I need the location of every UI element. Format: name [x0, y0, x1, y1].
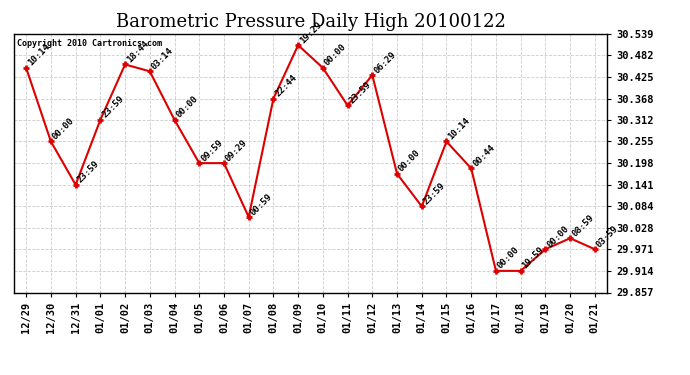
Text: 19:59: 19:59: [521, 246, 546, 271]
Text: 23:59: 23:59: [100, 94, 126, 120]
Text: 00:00: 00:00: [323, 42, 348, 68]
Text: 09:29: 09:29: [224, 138, 249, 163]
Text: 19:29: 19:29: [298, 20, 324, 45]
Title: Barometric Pressure Daily High 20100122: Barometric Pressure Daily High 20100122: [115, 13, 506, 31]
Text: 10:14: 10:14: [26, 42, 52, 68]
Text: 23:59: 23:59: [348, 80, 373, 105]
Text: 00:00: 00:00: [545, 224, 571, 249]
Text: 08:59: 08:59: [570, 213, 595, 238]
Text: 00:00: 00:00: [175, 94, 200, 120]
Text: 00:00: 00:00: [51, 116, 77, 141]
Text: 00:44: 00:44: [471, 143, 497, 168]
Text: 23:59: 23:59: [76, 159, 101, 185]
Text: Copyright 2010 Cartronics.com: Copyright 2010 Cartronics.com: [17, 39, 161, 48]
Text: 06:29: 06:29: [373, 50, 397, 75]
Text: 00:00: 00:00: [496, 246, 522, 271]
Text: 22:44: 22:44: [273, 73, 299, 99]
Text: 09:59: 09:59: [199, 138, 225, 163]
Text: 23:59: 23:59: [422, 181, 447, 206]
Text: 00:00: 00:00: [397, 148, 422, 174]
Text: 10:14: 10:14: [446, 116, 472, 141]
Text: 03:59: 03:59: [595, 224, 620, 249]
Text: 03:14: 03:14: [150, 46, 175, 71]
Text: 18:44: 18:44: [125, 39, 150, 64]
Text: 00:59: 00:59: [248, 192, 274, 217]
